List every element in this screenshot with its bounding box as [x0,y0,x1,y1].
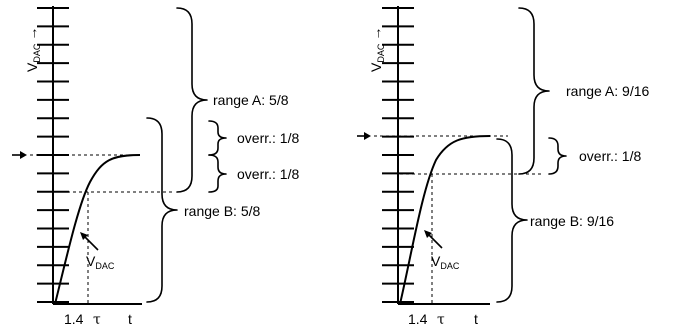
left-time-label: 1.4 [64,311,84,327]
left-range-b-brace [146,117,178,303]
right-vdac-label: VDAC [431,253,460,271]
left-overrange-upper-label: overr.: 1/8 [237,130,299,146]
left-panel: VDAC→ VDAC 1.4 τ t range A: 5/8 [12,6,299,328]
left-axis-label: VDAC→ [24,27,42,72]
target-arrow-icon [12,151,27,159]
right-axis-label: VDAC→ [368,27,386,72]
right-panel: VDAC→ VDAC 1.4 τ t range A: 9/16 overr.:… [357,6,650,328]
right-tau-label: τ [437,312,445,328]
right-range-b-brace [496,138,528,303]
right-vdac-pointer-icon [424,230,443,249]
left-vdac-label: VDAC [86,253,115,271]
left-range-a-label: range A: 5/8 [213,92,289,108]
right-range-b-label: range B: 9/16 [530,213,614,229]
left-t-label: t [128,311,132,327]
right-t-label: t [474,311,478,327]
left-range-a-brace [176,7,208,193]
right-axis-ticks [382,7,414,303]
left-range-b-label: range B: 5/8 [184,203,260,219]
right-overrange-brace [548,137,567,175]
target-arrow-icon [357,132,371,140]
left-vdac-pointer-icon [80,232,99,251]
left-tau-label: τ [93,312,101,328]
left-overrange-lower-brace [208,154,227,193]
right-overrange-label: overr.: 1/8 [579,148,641,164]
right-range-a-brace [518,7,550,175]
right-settling-curve [399,135,491,305]
left-axis-ticks [37,7,69,303]
left-overrange-lower-label: overr.: 1/8 [237,166,299,182]
right-time-label: 1.4 [408,311,428,327]
right-range-a-label: range A: 9/16 [566,83,650,99]
left-settling-curve [54,154,141,305]
left-overrange-upper-brace [208,120,227,156]
